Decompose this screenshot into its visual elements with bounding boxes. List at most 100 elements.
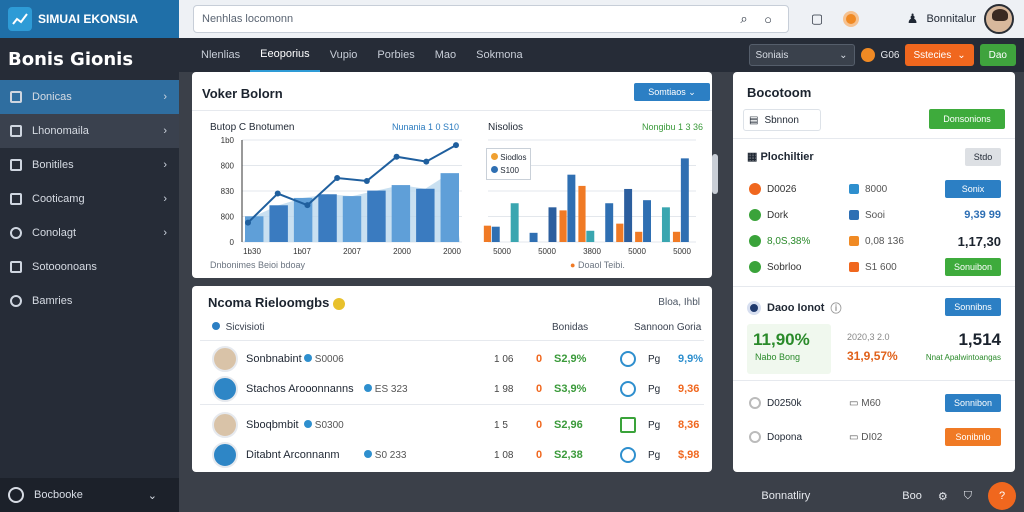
notification-icon[interactable] <box>839 7 863 31</box>
sidebar-footer[interactable]: Bocbooke ⌄ <box>0 478 179 512</box>
chart-options-button[interactable]: Somtiaos ⌄ <box>634 83 710 101</box>
sidebar-item-7[interactable]: Bamries <box>0 284 179 318</box>
sidebar-item-3[interactable]: Bonitiles › <box>0 148 179 182</box>
bar <box>483 225 492 242</box>
stat-card <box>747 324 831 374</box>
divider <box>733 138 1015 139</box>
x-tick-label: 1b07 <box>293 247 311 256</box>
bar <box>643 200 651 242</box>
scrollbar[interactable] <box>712 154 718 194</box>
right-select[interactable]: ▤ Sbnnon <box>743 109 821 131</box>
left-chart-title: Butop C Bnotumen <box>210 122 295 133</box>
chat-icon <box>10 295 22 307</box>
status-dot <box>749 209 761 221</box>
bottom-bar-item[interactable]: Boo <box>902 490 922 502</box>
bar <box>293 197 313 242</box>
bar <box>605 203 614 242</box>
bottom-bar-label[interactable]: Bonnatliry <box>761 490 811 502</box>
refresh-icon[interactable]: ○ <box>764 11 772 27</box>
item-button[interactable]: Sonnibon <box>945 394 1001 412</box>
right-list-item[interactable]: D0026 8000 Sonix <box>733 176 1015 202</box>
filter-select[interactable]: Soniais ⌄ <box>748 44 855 66</box>
bar <box>635 231 643 242</box>
bar <box>578 185 586 242</box>
chevron-right-icon: › <box>163 125 167 137</box>
brand[interactable]: SIMUAI EKONSIA <box>0 0 179 38</box>
legend-label: S100 <box>500 166 519 175</box>
stat-value-1: 11,90% <box>753 330 810 349</box>
right-list-item[interactable]: 8,0S,38% 0,08 136 1,17,30 <box>733 228 1015 254</box>
status-badge: G06 <box>880 49 900 61</box>
x-tick-label: 5000 <box>628 247 646 256</box>
mail-icon <box>10 261 22 273</box>
green-action-button[interactable]: Dao <box>979 44 1016 66</box>
sidebar-item-label: Conolagt <box>32 227 77 239</box>
x-tick-label: 3800 <box>583 247 601 256</box>
table-row[interactable]: Stachos Arooonnanns ES 323 1 98 0 S3,9% … <box>192 372 712 406</box>
help-fab-button[interactable]: ? <box>988 482 1016 510</box>
right-footer-item[interactable]: D0250k ▭ M60 Sonnibon <box>733 388 1015 418</box>
bar <box>342 196 362 242</box>
bar <box>672 231 681 242</box>
status-icon <box>620 351 636 367</box>
bar <box>529 232 538 242</box>
search-input[interactable]: Nenhlas locomonn ⌕ ○ <box>193 5 789 33</box>
radio-icon <box>749 397 761 409</box>
item-icon <box>849 184 859 194</box>
tab-2[interactable]: Eeoporius <box>250 38 320 72</box>
row-marker: 0 <box>536 383 543 395</box>
sidebar-item-2[interactable]: Lhonomaila › <box>0 114 179 148</box>
right-list-item[interactable]: Dork Sooi 9,39 99 <box>733 202 1015 228</box>
grey-button[interactable]: Stdo <box>965 148 1001 166</box>
sidebar-item-4[interactable]: Cooticamg › <box>0 182 179 216</box>
sidebar-item-5[interactable]: Conolagt › <box>0 216 179 250</box>
item-button[interactable]: Sonix <box>945 180 1001 198</box>
chart-icon <box>10 159 22 171</box>
trend-point <box>245 219 251 226</box>
right-list: D0026 8000 Sonix Dork Sooi 9,39 99 8,0S,38… <box>733 176 1015 280</box>
green-panel-button[interactable]: Donsonions <box>929 109 1005 129</box>
row-value: $,98 <box>678 449 700 461</box>
line-bar-chart: 1b0 800 830 800 0 1b30 1b07 2007 2000 2000 <box>221 136 462 256</box>
document-icon: ▤ <box>749 114 759 126</box>
tab-6[interactable]: Sokmona <box>476 49 523 61</box>
tab-1[interactable]: Nlenlias <box>201 49 241 61</box>
item-sub: 0,08 136 <box>865 235 904 247</box>
brand-name: SIMUAI EKONSIA <box>38 12 139 26</box>
item-sub: ▭ M60 <box>849 397 881 409</box>
right-footer-item[interactable]: Dopona ▭ DI02 Sonibnlo <box>733 422 1015 452</box>
stats-button[interactable]: Sonnibns <box>945 298 1001 316</box>
avatar[interactable] <box>984 4 1014 34</box>
table-row[interactable]: Ditabnt Arconnanm S0 233 1 08 0 S2,38 Pg… <box>192 438 712 472</box>
tab-4[interactable]: Porbies <box>377 49 415 61</box>
item-button[interactable]: Sonuibon <box>945 258 1001 276</box>
right-chart-footer-label: Doaol Teibi. <box>577 260 625 270</box>
tab-3[interactable]: Vupio <box>329 49 358 61</box>
item-button[interactable]: Sonibnlo <box>945 428 1001 446</box>
table-row[interactable]: Sboqbmbit S0300 1 5 0 S2,96 Pg 8,36 <box>192 408 712 442</box>
row-tag-label: ES 323 <box>374 383 408 395</box>
gear-icon[interactable]: ⚙ <box>937 490 948 503</box>
right-list-item[interactable]: Sobrloo S1 600 Sonuibon <box>733 254 1015 280</box>
sidebar-item-6[interactable]: Sotooonoans <box>0 250 179 284</box>
legend-item: S100 <box>491 164 526 177</box>
trend-point <box>393 153 400 160</box>
shield-icon[interactable]: ⛉ <box>963 489 972 502</box>
row-unit: Pg <box>648 449 661 461</box>
tab-5[interactable]: Mao <box>434 49 457 61</box>
bar <box>391 185 411 242</box>
user-menu[interactable]: ♟ Bonnitalur <box>907 4 1024 34</box>
row-tag-label: S0006 <box>314 353 344 365</box>
item-value: 1,17,30 <box>957 233 1001 249</box>
y-tick-label: 0 <box>230 238 235 247</box>
search-icon[interactable]: ⌕ <box>740 11 748 26</box>
x-tick-label: 2000 <box>393 247 411 256</box>
bag-icon[interactable]: ▢ <box>810 11 824 26</box>
item-sub: Sooi <box>865 209 886 221</box>
bar <box>680 158 689 242</box>
table-row[interactable]: Sonbnabint S0006 1 06 0 S2,9% Pg 9,9% <box>192 342 712 376</box>
orange-action-button[interactable]: Sstecies ⌄ <box>905 44 974 66</box>
logo-icon <box>8 7 32 31</box>
sidebar-item-1[interactable]: Donicas › <box>0 80 179 114</box>
divider <box>200 340 704 341</box>
